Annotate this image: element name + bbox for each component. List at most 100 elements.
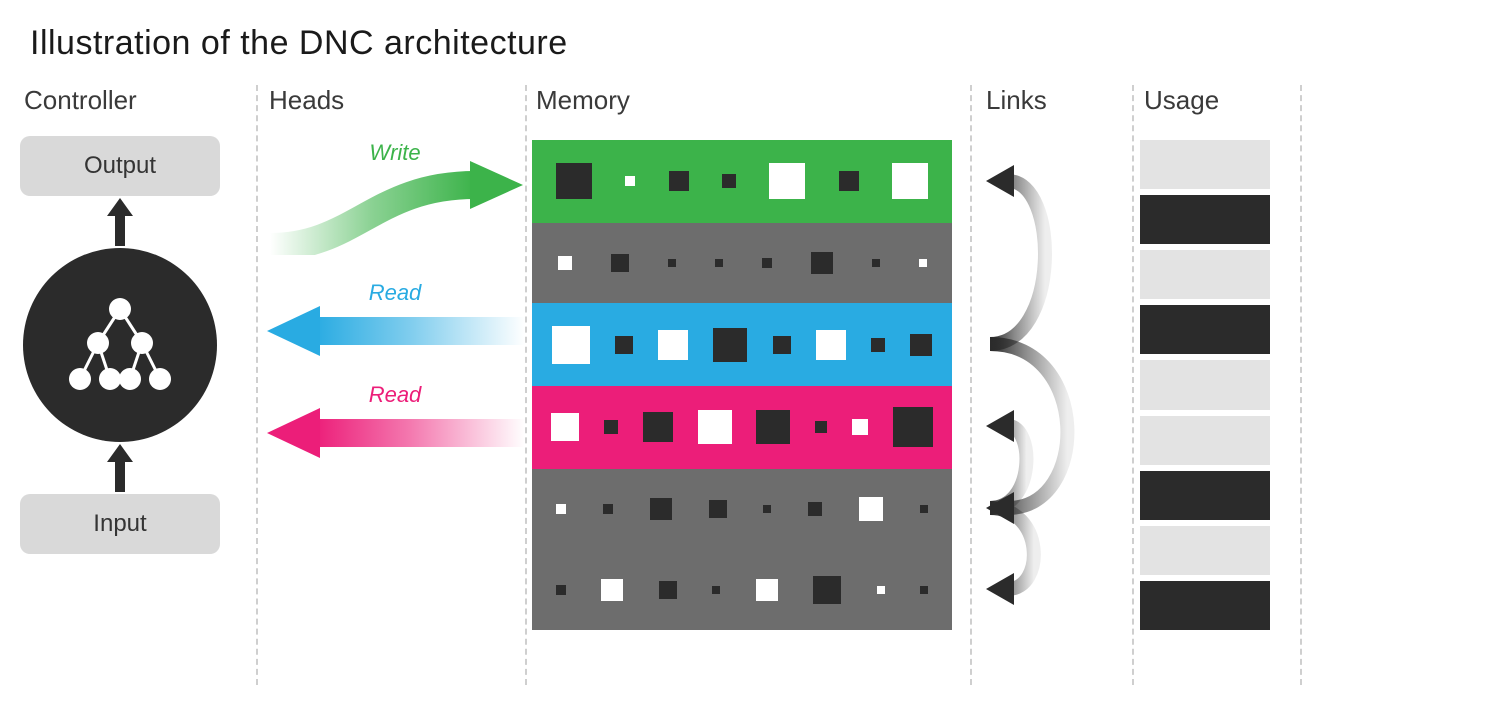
memory-cell — [659, 581, 677, 599]
usage-cell — [1140, 140, 1270, 189]
memory-row — [532, 549, 952, 630]
usage-cell — [1140, 471, 1270, 520]
memory-cell — [556, 504, 566, 514]
memory-cell — [551, 413, 579, 441]
output-box: Output — [20, 136, 220, 196]
columns-area: Controller Output — [20, 85, 1480, 685]
column-divider — [1300, 85, 1302, 685]
links-arcs — [982, 140, 1122, 630]
memory-cell — [763, 505, 771, 513]
memory-cell — [615, 336, 633, 354]
memory-row — [532, 386, 952, 469]
link-arrowhead-icon — [986, 410, 1014, 442]
neural-net-icon — [60, 285, 180, 405]
controller-label: Controller — [24, 85, 220, 116]
usage-cell — [1140, 195, 1270, 244]
output-label: Output — [84, 152, 156, 180]
memory-cell — [872, 259, 880, 267]
controller-circle — [23, 248, 217, 442]
memory-cell — [892, 163, 928, 199]
usage-column: Usage — [1140, 85, 1219, 685]
heads-label: Heads — [269, 85, 344, 116]
memory-cell — [815, 421, 827, 433]
memory-cell — [658, 330, 688, 360]
memory-cell — [556, 163, 592, 199]
memory-cell — [773, 336, 791, 354]
input-label: Input — [93, 510, 146, 538]
memory-cell — [877, 586, 885, 594]
page-root: Illustration of the DNC architecture Con… — [0, 0, 1500, 705]
read-arrow-icon — [265, 402, 525, 464]
memory-cell — [769, 163, 805, 199]
memory-cell — [722, 174, 736, 188]
memory-cell — [910, 334, 932, 356]
memory-cell — [712, 586, 720, 594]
memory-cell — [625, 176, 635, 186]
memory-cell — [698, 410, 732, 444]
column-divider — [256, 85, 258, 685]
links-label: Links — [986, 85, 1047, 116]
memory-row — [532, 469, 952, 550]
arrow-up-icon — [105, 196, 135, 248]
write-head: Write — [265, 160, 525, 222]
page-title: Illustration of the DNC architecture — [30, 24, 1480, 63]
memory-cell — [871, 338, 885, 352]
memory-cell — [808, 502, 822, 516]
memory-row — [532, 140, 952, 223]
column-divider — [970, 85, 972, 685]
read-head-1: Read — [265, 300, 525, 362]
usage-stack — [1140, 140, 1270, 630]
memory-cell — [920, 586, 928, 594]
memory-cell — [816, 330, 846, 360]
column-divider — [525, 85, 527, 685]
memory-cell — [811, 252, 833, 274]
column-divider — [1132, 85, 1134, 685]
memory-cell — [603, 504, 613, 514]
memory-cell — [643, 412, 673, 442]
memory-row — [532, 303, 952, 386]
memory-cell — [893, 407, 933, 447]
memory-cell — [756, 579, 778, 601]
memory-cell — [715, 259, 723, 267]
memory-cell — [756, 410, 790, 444]
memory-row — [532, 223, 952, 304]
memory-cell — [650, 498, 672, 520]
memory-cell — [709, 500, 727, 518]
usage-cell — [1140, 526, 1270, 575]
memory-cell — [920, 505, 928, 513]
usage-label: Usage — [1144, 85, 1219, 116]
memory-cell — [611, 254, 629, 272]
memory-cell — [552, 326, 590, 364]
memory-cell — [762, 258, 772, 268]
controller-stack: Output — [20, 136, 220, 554]
memory-cell — [919, 259, 927, 267]
read-head-2: Read — [265, 402, 525, 464]
link-arrowhead-icon — [986, 573, 1014, 605]
heads-area: Write R — [265, 160, 525, 580]
link-arc — [990, 181, 1045, 344]
memory-cell — [668, 259, 676, 267]
memory-cell — [604, 420, 618, 434]
usage-cell — [1140, 250, 1270, 299]
memory-cell — [556, 585, 566, 595]
usage-cell — [1140, 581, 1270, 630]
memory-cell — [839, 171, 859, 191]
links-column: Links — [982, 85, 1047, 685]
memory-column: Memory — [532, 85, 630, 685]
controller-column: Controller Output — [20, 85, 220, 685]
usage-cell — [1140, 305, 1270, 354]
usage-cell — [1140, 416, 1270, 465]
memory-cell — [859, 497, 883, 521]
memory-label: Memory — [536, 85, 630, 116]
read-arrow-icon — [265, 300, 525, 362]
memory-cell — [669, 171, 689, 191]
memory-cell — [558, 256, 572, 270]
memory-cell — [601, 579, 623, 601]
memory-cell — [813, 576, 841, 604]
input-box: Input — [20, 494, 220, 554]
usage-cell — [1140, 360, 1270, 409]
heads-column: Heads Write — [265, 85, 344, 685]
memory-grid — [532, 140, 952, 630]
link-arrowhead-icon — [986, 165, 1014, 197]
arrow-up-icon — [105, 442, 135, 494]
